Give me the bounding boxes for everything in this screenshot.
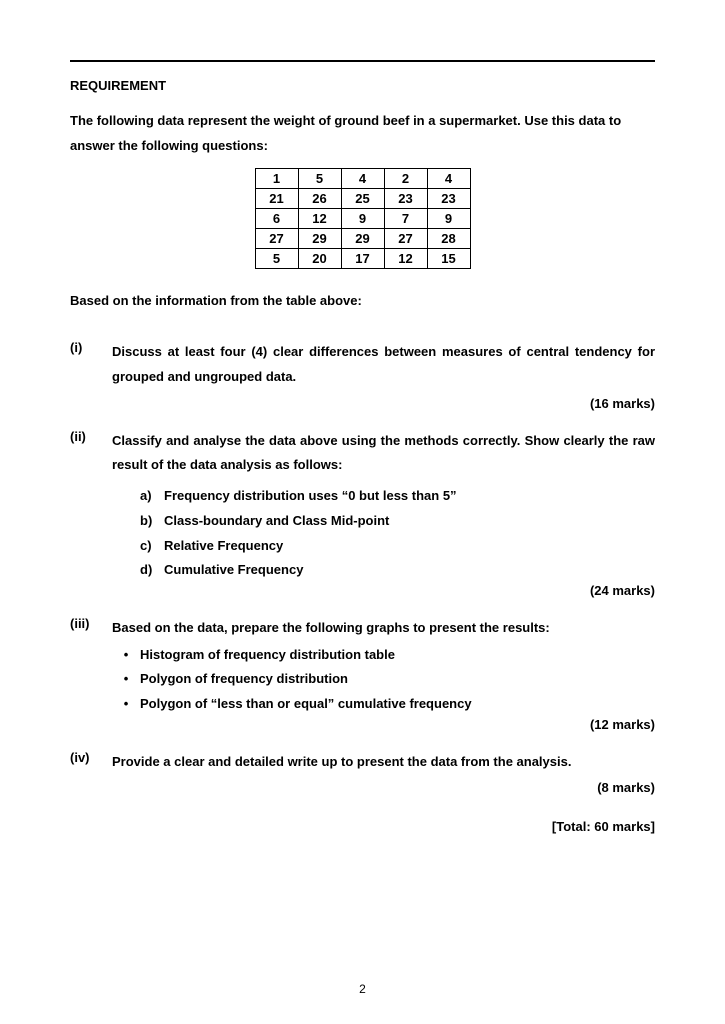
sub-c: c) Relative Frequency — [140, 534, 655, 559]
cell: 6 — [255, 209, 298, 229]
cell: 23 — [427, 189, 470, 209]
cell: 12 — [298, 209, 341, 229]
bullet-2: • Polygon of frequency distribution — [112, 667, 655, 692]
cell: 20 — [298, 249, 341, 269]
question-ii: (ii) Classify and analyse the data above… — [70, 429, 655, 478]
sub-letter: a) — [140, 484, 164, 509]
cell: 27 — [255, 229, 298, 249]
question-text: Classify and analyse the data above usin… — [112, 429, 655, 478]
cell: 25 — [341, 189, 384, 209]
bullet-text: Polygon of “less than or equal” cumulati… — [140, 692, 472, 717]
question-number: (iii) — [70, 616, 112, 641]
cell: 5 — [298, 169, 341, 189]
marks-iv: (8 marks) — [70, 780, 655, 795]
question-text: Discuss at least four (4) clear differen… — [112, 340, 655, 389]
cell: 4 — [427, 169, 470, 189]
page: REQUIREMENT The following data represent… — [0, 0, 725, 1024]
cell: 23 — [384, 189, 427, 209]
bullet-icon: • — [112, 643, 140, 668]
cell: 2 — [384, 169, 427, 189]
sub-letter: c) — [140, 534, 164, 559]
cell: 26 — [298, 189, 341, 209]
top-rule — [70, 60, 655, 62]
sub-letter: d) — [140, 558, 164, 583]
bullet-3: • Polygon of “less than or equal” cumula… — [112, 692, 655, 717]
section-title: REQUIREMENT — [70, 78, 655, 93]
cell: 7 — [384, 209, 427, 229]
cell: 17 — [341, 249, 384, 269]
cell: 9 — [427, 209, 470, 229]
bullet-1: • Histogram of frequency distribution ta… — [112, 643, 655, 668]
bullet-icon: • — [112, 667, 140, 692]
table-row: 21 26 25 23 23 — [255, 189, 470, 209]
intro-text: The following data represent the weight … — [70, 109, 655, 158]
sub-text: Cumulative Frequency — [164, 558, 303, 583]
table-row: 1 5 4 2 4 — [255, 169, 470, 189]
bullet-text: Polygon of frequency distribution — [140, 667, 348, 692]
question-text: Based on the data, prepare the following… — [112, 616, 655, 641]
question-number: (i) — [70, 340, 112, 389]
question-iii: (iii) Based on the data, prepare the fol… — [70, 616, 655, 641]
sub-d: d) Cumulative Frequency — [140, 558, 655, 583]
cell: 1 — [255, 169, 298, 189]
cell: 27 — [384, 229, 427, 249]
question-number: (iv) — [70, 750, 112, 775]
question-iv: (iv) Provide a clear and detailed write … — [70, 750, 655, 775]
cell: 5 — [255, 249, 298, 269]
data-table: 1 5 4 2 4 21 26 25 23 23 6 12 9 7 9 27 2… — [255, 168, 471, 269]
total-marks: [Total: 60 marks] — [70, 819, 655, 834]
table-row: 5 20 17 12 15 — [255, 249, 470, 269]
marks-i: (16 marks) — [70, 396, 655, 411]
cell: 15 — [427, 249, 470, 269]
sub-text: Class-boundary and Class Mid-point — [164, 509, 389, 534]
question-text: Provide a clear and detailed write up to… — [112, 750, 655, 775]
sub-a: a) Frequency distribution uses “0 but le… — [140, 484, 655, 509]
marks-ii: (24 marks) — [70, 583, 655, 598]
page-number: 2 — [0, 982, 725, 996]
cell: 12 — [384, 249, 427, 269]
cell: 21 — [255, 189, 298, 209]
sub-b: b) Class-boundary and Class Mid-point — [140, 509, 655, 534]
based-on-text: Based on the information from the table … — [70, 293, 655, 308]
question-number: (ii) — [70, 429, 112, 478]
bullet-icon: • — [112, 692, 140, 717]
table-row: 6 12 9 7 9 — [255, 209, 470, 229]
table-row: 27 29 29 27 28 — [255, 229, 470, 249]
cell: 29 — [298, 229, 341, 249]
sub-text: Relative Frequency — [164, 534, 283, 559]
question-i: (i) Discuss at least four (4) clear diff… — [70, 340, 655, 389]
bullet-text: Histogram of frequency distribution tabl… — [140, 643, 395, 668]
marks-iii: (12 marks) — [70, 717, 655, 732]
cell: 4 — [341, 169, 384, 189]
cell: 29 — [341, 229, 384, 249]
cell: 28 — [427, 229, 470, 249]
cell: 9 — [341, 209, 384, 229]
sub-text: Frequency distribution uses “0 but less … — [164, 484, 457, 509]
sub-letter: b) — [140, 509, 164, 534]
